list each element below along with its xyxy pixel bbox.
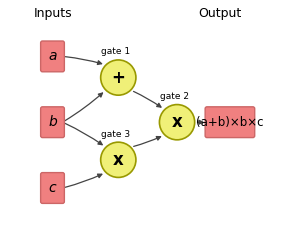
FancyBboxPatch shape: [205, 107, 255, 138]
Circle shape: [159, 105, 195, 140]
FancyBboxPatch shape: [41, 172, 64, 203]
FancyBboxPatch shape: [41, 41, 64, 72]
Text: Inputs: Inputs: [34, 7, 72, 20]
Text: a: a: [48, 49, 57, 63]
Text: (a+b)×b×c: (a+b)×b×c: [196, 116, 264, 129]
Text: Output: Output: [198, 7, 241, 20]
Text: c: c: [49, 181, 56, 195]
Text: gate 1: gate 1: [101, 47, 130, 56]
Circle shape: [101, 60, 136, 95]
Text: +: +: [111, 69, 125, 86]
Text: b: b: [48, 115, 57, 129]
Text: x: x: [113, 151, 124, 169]
Circle shape: [101, 142, 136, 177]
Text: gate 2: gate 2: [160, 92, 189, 101]
Text: x: x: [172, 113, 183, 131]
Text: gate 3: gate 3: [101, 130, 130, 139]
FancyBboxPatch shape: [41, 107, 64, 138]
